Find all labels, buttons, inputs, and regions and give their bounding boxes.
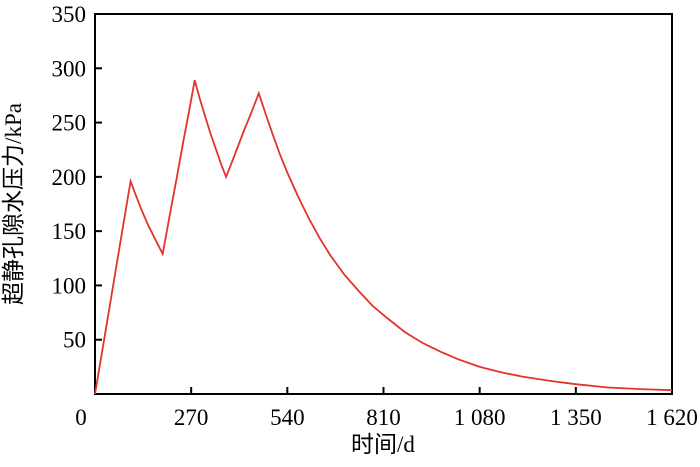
x-tick-label: 1 080 xyxy=(454,405,506,430)
plot-border xyxy=(94,13,673,395)
y-tick-label: 300 xyxy=(52,56,87,81)
tick-labels: 0 270 540 810 1 080 1 350 1 620 50 100 150 200 250 3… xyxy=(52,2,698,430)
x-tick-label: 1 620 xyxy=(646,405,698,430)
x-tick-label: 270 xyxy=(174,405,209,430)
x-tick-label: 540 xyxy=(270,405,305,430)
x-tick-label: 0 xyxy=(75,405,87,430)
axis-ticks xyxy=(94,13,673,395)
y-tick-label: 350 xyxy=(52,2,87,27)
y-tick-label: 200 xyxy=(52,165,87,190)
series-lines xyxy=(94,79,673,395)
x-axis-title: 时间/d xyxy=(351,432,415,457)
y-tick-label: 50 xyxy=(63,328,86,353)
y-tick-label: 100 xyxy=(52,273,87,298)
y-axis-title: 超静孔隙水压力/kPa xyxy=(1,103,26,305)
y-tick-label: 250 xyxy=(52,111,87,136)
x-tick-label: 1 350 xyxy=(550,405,602,430)
y-tick-label: 150 xyxy=(52,219,87,244)
x-tick-label: 810 xyxy=(366,405,401,430)
plot-frame xyxy=(94,13,673,395)
series-line-excess-pore-water-pressure xyxy=(94,79,673,395)
